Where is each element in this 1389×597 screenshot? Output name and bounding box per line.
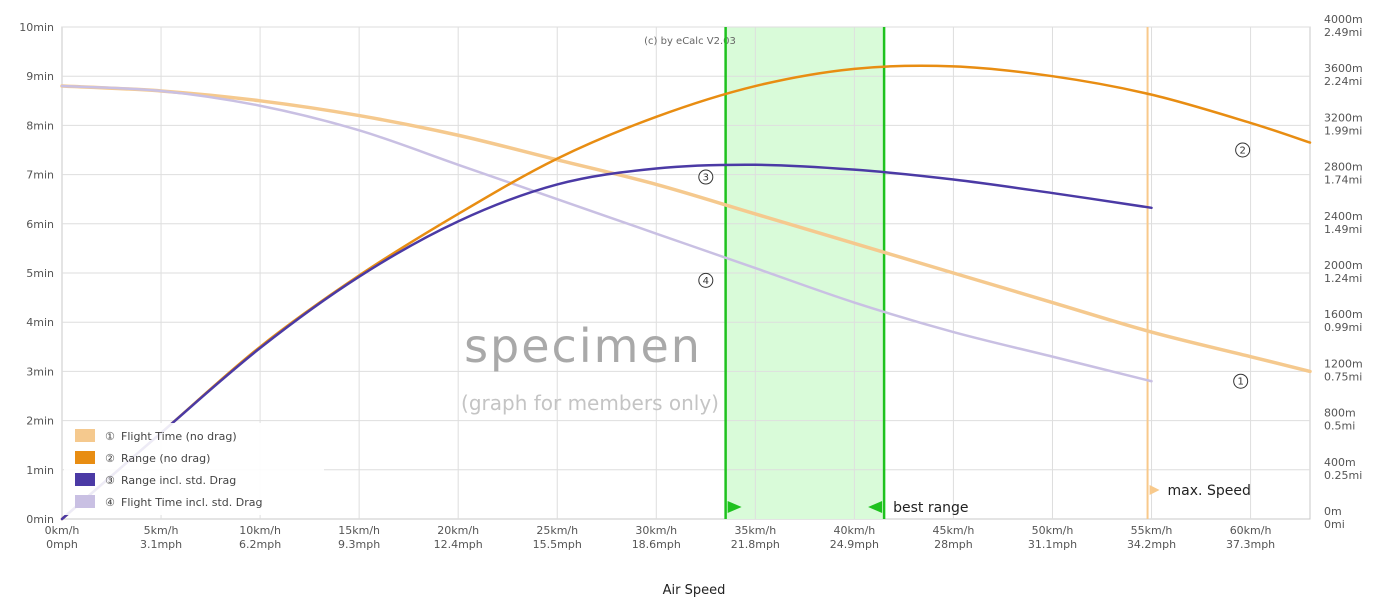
legend-swatch — [75, 495, 95, 508]
x-tick-label-kmh: 50km/h — [1032, 524, 1074, 537]
x-axis-label: Air Speed — [663, 583, 726, 597]
y-left-tick-label: 5min — [26, 267, 54, 280]
x-tick-label-kmh: 60km/h — [1230, 524, 1272, 537]
legend-item-number: ④ — [105, 496, 115, 509]
y-right-tick-label-m: 0m — [1324, 505, 1342, 518]
legend-item-label: Flight Time (no drag) — [121, 430, 237, 443]
legend-item-label: Range (no drag) — [121, 452, 210, 465]
legend-swatch — [75, 429, 95, 442]
y-left-tick-label: 1min — [26, 464, 54, 477]
x-tick-label-mph: 15.5mph — [533, 538, 582, 551]
y-right-tick-label-m: 4000m — [1324, 13, 1363, 26]
y-right-tick-label-mi: 0.5mi — [1324, 420, 1355, 433]
y-right-tick-label-mi: 1.74mi — [1324, 174, 1362, 187]
y-right-tick-label-mi: 0.75mi — [1324, 370, 1362, 383]
series-marker-number-4: 4 — [703, 276, 709, 287]
x-tick-label-kmh: 20km/h — [437, 524, 479, 537]
y-right-tick-label-mi: 0mi — [1324, 518, 1345, 531]
y-right-tick-label-m: 2400m — [1324, 210, 1363, 223]
series-marker-number-2: 2 — [1239, 146, 1245, 157]
series-marker-number-3: 3 — [703, 173, 709, 184]
x-tick-label-mph: 9.3mph — [338, 538, 380, 551]
x-tick-label-kmh: 45km/h — [933, 524, 975, 537]
y-left-tick-label: 4min — [26, 316, 54, 329]
y-left-tick-label: 9min — [26, 70, 54, 83]
x-tick-label-kmh: 10km/h — [239, 524, 281, 537]
y-right-tick-label-mi: 1.24mi — [1324, 272, 1362, 285]
x-tick-label-kmh: 15km/h — [338, 524, 380, 537]
x-tick-label-kmh: 5km/h — [144, 524, 179, 537]
x-tick-label-mph: 24.9mph — [830, 538, 879, 551]
series-marker-number-1: 1 — [1237, 377, 1243, 388]
y-right-tick-label-m: 2800m — [1324, 161, 1363, 174]
watermark-subtext: (graph for members only) — [461, 391, 719, 415]
legend-item-number: ① — [105, 430, 115, 443]
y-right-tick-label-mi: 2.24mi — [1324, 75, 1362, 88]
y-right-tick-label-m: 1200m — [1324, 357, 1363, 370]
y-right-tick-label-m: 3200m — [1324, 111, 1363, 124]
x-tick-label-mph: 31.1mph — [1028, 538, 1077, 551]
legend-swatch — [75, 451, 95, 464]
y-right-tick-label-mi: 1.49mi — [1324, 223, 1362, 236]
legend-item-number: ③ — [105, 474, 115, 487]
x-tick-label-mph: 3.1mph — [140, 538, 182, 551]
y-left-tick-label: 2min — [26, 415, 54, 428]
x-tick-label-mph: 28mph — [934, 538, 973, 551]
legend-item-number: ② — [105, 452, 115, 465]
y-right-tick-label-mi: 1.99mi — [1324, 124, 1362, 137]
y-right-tick-label-m: 800m — [1324, 407, 1356, 420]
y-right-tick-label-m: 3600m — [1324, 62, 1363, 75]
legend-swatch — [75, 473, 95, 486]
x-tick-label-mph: 21.8mph — [731, 538, 780, 551]
y-right-tick-label-m: 1600m — [1324, 308, 1363, 321]
x-tick-label-mph: 12.4mph — [434, 538, 483, 551]
y-right-tick-label-mi: 0.25mi — [1324, 469, 1362, 482]
legend-item-label: Range incl. std. Drag — [121, 474, 236, 487]
x-tick-label-kmh: 40km/h — [833, 524, 875, 537]
y-left-tick-label: 6min — [26, 218, 54, 231]
x-tick-label-kmh: 35km/h — [734, 524, 776, 537]
y-right-tick-label-m: 2000m — [1324, 259, 1363, 272]
y-left-tick-label: 8min — [26, 119, 54, 132]
x-tick-label-kmh: 55km/h — [1131, 524, 1173, 537]
y-right-tick-label-m: 400m — [1324, 456, 1356, 469]
x-tick-label-mph: 0mph — [46, 538, 78, 551]
x-tick-label-mph: 34.2mph — [1127, 538, 1176, 551]
y-left-tick-label: 3min — [26, 365, 54, 378]
x-tick-label-kmh: 0km/h — [45, 524, 80, 537]
y-right-tick-label-mi: 2.49mi — [1324, 26, 1362, 39]
watermark-text: specimen — [464, 319, 702, 373]
copyright-text: (c) by eCalc V2.03 — [644, 36, 736, 47]
x-tick-label-kmh: 30km/h — [635, 524, 677, 537]
x-tick-label-kmh: 25km/h — [536, 524, 578, 537]
y-right-tick-label-mi: 0.99mi — [1324, 321, 1362, 334]
x-tick-label-mph: 6.2mph — [239, 538, 281, 551]
best-range-label: best range — [893, 500, 968, 516]
y-left-tick-label: 10min — [19, 21, 54, 34]
x-tick-label-mph: 37.3mph — [1226, 538, 1275, 551]
y-left-tick-label: 7min — [26, 169, 54, 182]
legend-item-label: Flight Time incl. std. Drag — [121, 496, 262, 509]
x-tick-label-mph: 18.6mph — [632, 538, 681, 551]
max-speed-label: max. Speed — [1168, 483, 1251, 499]
